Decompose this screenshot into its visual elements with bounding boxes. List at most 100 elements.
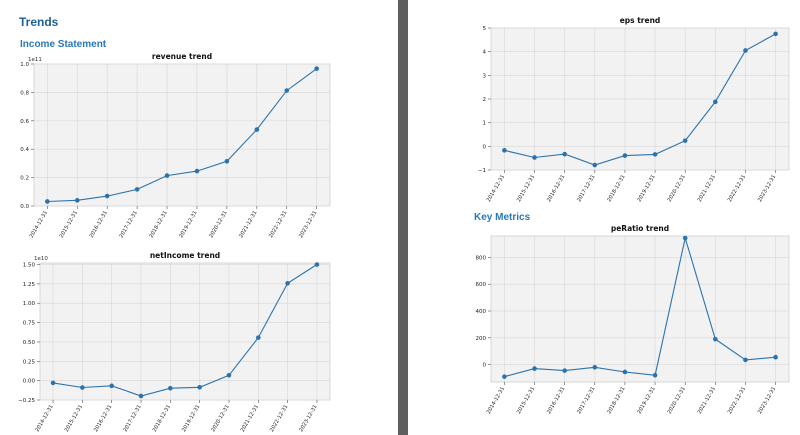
x-tick-label: 2022-12-31 — [727, 386, 747, 415]
data-point — [45, 199, 50, 204]
x-tick-label: 2018-12-31 — [606, 174, 626, 203]
data-point — [284, 88, 290, 93]
data-point — [109, 383, 114, 389]
pane-divider[interactable] — [398, 0, 408, 435]
x-tick-label: 2020-12-31 — [208, 210, 228, 239]
chart-title: eps trend — [620, 16, 661, 25]
data-point — [138, 393, 144, 399]
y-tick-label: 0.25 — [23, 359, 36, 365]
x-tick-label: 2018-12-31 — [148, 210, 168, 239]
series-line — [504, 237, 776, 378]
x-tick-label: 2019-12-31 — [178, 210, 198, 239]
y-tick-label: 0.0 — [20, 204, 29, 210]
y-tick-label: 1.0 — [20, 62, 29, 68]
x-tick-label: 2015-12-31 — [59, 210, 79, 239]
plot-area — [490, 235, 790, 383]
data-point — [532, 366, 537, 371]
data-point — [652, 373, 658, 378]
x-tick-label: 2020-12-31 — [210, 404, 230, 433]
x-tick-label: 2021-12-31 — [238, 210, 258, 239]
x-tick-label: 2015-12-31 — [516, 174, 536, 203]
y-tick-label: 2 — [483, 97, 487, 103]
data-point — [682, 138, 688, 143]
x-tick-label: 2021-12-31 — [697, 174, 717, 203]
data-point — [773, 31, 778, 37]
data-point — [652, 152, 658, 157]
data-point — [164, 173, 170, 178]
data-point — [773, 354, 778, 360]
y-tick-label: 4 — [483, 50, 487, 56]
data-point — [80, 385, 85, 390]
data-point — [314, 262, 320, 267]
y-tick-label: 0.50 — [23, 340, 36, 346]
key-metrics-heading: Key Metrics — [474, 212, 531, 223]
data-point — [622, 369, 628, 375]
x-tick-label: 2022-12-31 — [727, 174, 747, 203]
x-tick-label: 2018-12-31 — [152, 404, 172, 433]
series-line — [52, 264, 318, 397]
x-tick-label: 2016-12-31 — [546, 174, 566, 203]
data-point — [168, 385, 173, 391]
data-point — [134, 187, 140, 192]
x-tick-label: 2015-12-31 — [64, 404, 84, 433]
y-tick-label: 600 — [476, 282, 487, 288]
x-tick-label: 2020-12-31 — [667, 174, 687, 203]
income-statement-heading: Income Statement — [20, 39, 107, 50]
data-point — [592, 364, 598, 370]
y-tick-label: 0.75 — [23, 321, 36, 327]
x-tick-label: 2023-12-31 — [298, 210, 318, 239]
x-tick-label: 2016-12-31 — [89, 210, 109, 239]
data-point — [532, 155, 537, 160]
x-tick-label: 2022-12-31 — [269, 404, 289, 433]
revenue-trend-chart: revenue trend 1e11 0.0 0.2 0.4 0.6 0.8 1.0 2014-… — [20, 52, 331, 239]
x-tick-label: 2023-12-31 — [757, 386, 777, 415]
y-tick-label: 1.25 — [23, 282, 36, 288]
data-point — [224, 158, 230, 164]
left-panel: Trends Income Statement revenue trend 1e1… — [0, 0, 398, 435]
data-point — [226, 373, 232, 378]
y-tick-label: 3 — [483, 73, 487, 79]
y-tick-label: 0.2 — [20, 176, 29, 182]
x-tick-label: 2023-12-31 — [298, 404, 318, 433]
y-tick-label: 0 — [483, 363, 487, 369]
x-tick-label: 2014-12-31 — [29, 210, 49, 239]
y-tick-label: 5 — [483, 26, 487, 32]
x-tick-label: 2014-12-31 — [486, 386, 506, 415]
x-tick-label: 2016-12-31 — [546, 386, 566, 415]
y-tick-label: 0.8 — [20, 90, 29, 96]
netincome-trend-chart: netIncome trend 1e10 −0.25 0.00 0.25 0.50 0.75… — [18, 251, 331, 433]
data-point — [592, 162, 598, 168]
x-tick-label: 2017-12-31 — [122, 404, 142, 433]
y-tick-label: 0 — [483, 144, 487, 150]
plot-area — [33, 63, 331, 207]
x-tick-label: 2019-12-31 — [181, 404, 201, 433]
peratio-trend-chart: peRatio trend 0 200 400 600 800 2014-12-31 2015… — [476, 224, 790, 415]
y-tick-label: 1.00 — [23, 301, 36, 307]
data-point — [562, 151, 567, 157]
y-tick-label: 800 — [476, 255, 487, 261]
data-point — [197, 385, 202, 390]
y-tick-label: −1 — [478, 168, 486, 174]
data-point — [256, 335, 261, 340]
x-tick-label: 2017-12-31 — [576, 386, 596, 415]
x-tick-label: 2022-12-31 — [268, 210, 288, 239]
y-tick-label: 0.6 — [20, 119, 29, 125]
y-tick-label: 1 — [483, 121, 487, 127]
x-tick-label: 2018-12-31 — [606, 386, 626, 415]
data-point — [502, 374, 507, 379]
data-point — [743, 48, 748, 53]
page-title: Trends — [19, 15, 59, 29]
x-tick-label: 2017-12-31 — [576, 174, 596, 203]
x-tick-label: 2023-12-31 — [757, 174, 777, 203]
axis-multiplier: 1e10 — [34, 256, 48, 262]
data-point — [50, 380, 56, 386]
data-point — [713, 336, 718, 342]
x-tick-label: 2015-12-31 — [516, 386, 536, 415]
y-tick-label: 0.00 — [23, 379, 36, 385]
chart-title: netIncome trend — [150, 251, 220, 260]
axis-multiplier: 1e11 — [28, 57, 42, 63]
series-line — [504, 33, 776, 166]
x-tick-label: 2016-12-31 — [93, 404, 113, 433]
data-point — [502, 148, 507, 153]
x-tick-label: 2019-12-31 — [637, 174, 657, 203]
